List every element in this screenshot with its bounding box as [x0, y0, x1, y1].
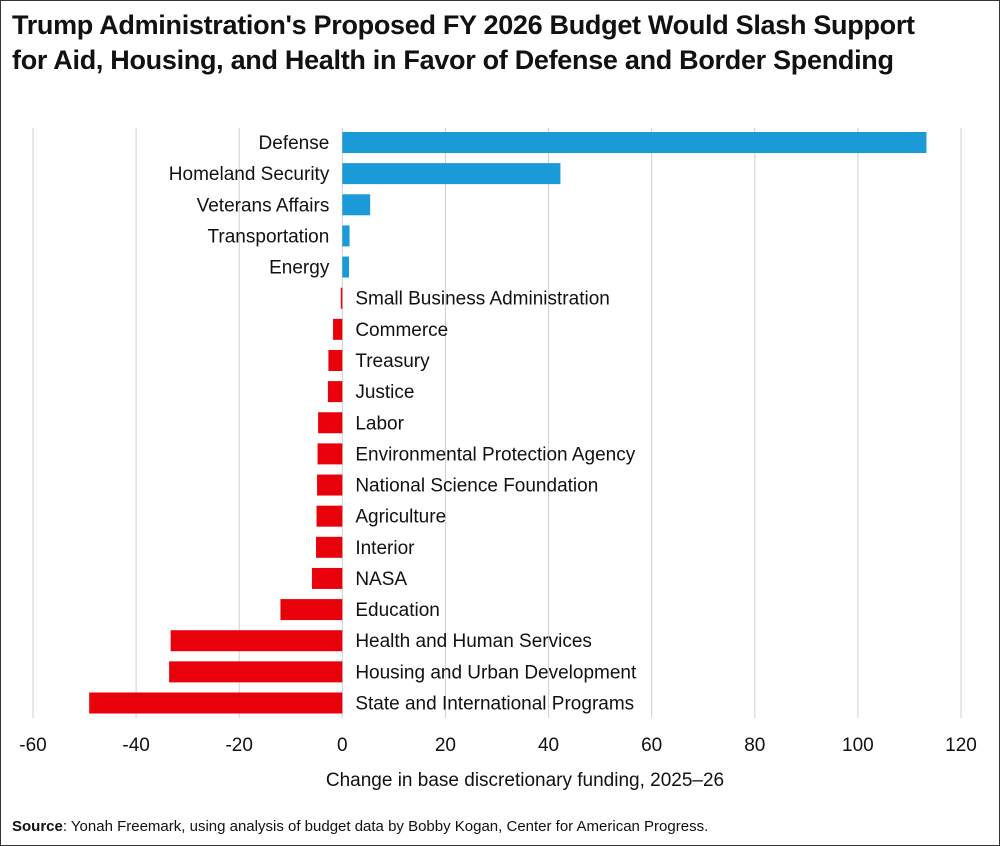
bar	[169, 661, 343, 683]
chart-title: Trump Administration's Proposed FY 2026 …	[12, 8, 982, 78]
bar	[333, 318, 343, 340]
category-label: Energy	[269, 258, 330, 279]
x-tick-label: 80	[744, 735, 765, 756]
category-label: Treasury	[355, 351, 430, 372]
bars	[89, 132, 927, 714]
source-text: : Yonah Freemark, using analysis of budg…	[62, 818, 709, 835]
category-label: Small Business Administration	[355, 289, 610, 310]
bar	[317, 443, 343, 465]
bar	[340, 287, 343, 309]
chart-title-line-1: Trump Administration's Proposed FY 2026 …	[12, 10, 915, 40]
bar	[342, 225, 350, 247]
category-label: Transportation	[208, 226, 330, 247]
category-label: State and International Programs	[355, 694, 634, 715]
category-label: Labor	[355, 413, 404, 434]
category-label: NASA	[355, 569, 407, 590]
bar	[311, 567, 343, 589]
bar	[342, 256, 350, 278]
x-axis-ticks: -60 -40 -20 0 20 40 60 80 100 120	[19, 735, 977, 756]
x-tick-label: 60	[641, 735, 662, 756]
bar	[328, 349, 343, 371]
category-label: Commerce	[355, 320, 448, 341]
chart-title-line-2: for Aid, Housing, and Health in Favor of…	[12, 45, 894, 75]
category-label: Homeland Security	[169, 164, 330, 185]
category-labels: Defense Homeland Security Veterans Affairs…	[169, 133, 637, 715]
bar	[318, 412, 343, 434]
x-tick-label: 40	[538, 735, 559, 756]
source-label: Source	[12, 818, 63, 835]
category-label: Health and Human Services	[355, 631, 592, 652]
bar	[342, 132, 927, 153]
x-tick-label: -60	[19, 735, 46, 756]
x-tick-label: 100	[842, 735, 874, 756]
x-tick-label: 120	[945, 735, 977, 756]
bar	[316, 536, 343, 558]
x-axis-label: Change in base discretionary funding, 20…	[326, 770, 724, 791]
gridlines	[32, 128, 962, 718]
bar	[342, 194, 371, 216]
category-label: Justice	[355, 382, 414, 403]
category-label: Agriculture	[355, 507, 446, 528]
bar	[327, 381, 343, 403]
category-label: Veterans Affairs	[197, 195, 330, 216]
category-label: Defense	[259, 133, 330, 154]
category-label: Housing and Urban Development	[355, 662, 637, 683]
bar	[170, 630, 343, 652]
bar	[316, 505, 343, 527]
x-tick-label: 20	[435, 735, 456, 756]
category-label: Interior	[355, 538, 415, 559]
bar	[342, 163, 561, 185]
bar	[317, 474, 343, 496]
bar	[89, 692, 343, 714]
x-tick-label: 0	[337, 735, 348, 756]
category-label: Education	[355, 600, 440, 621]
bar	[280, 599, 343, 621]
x-tick-label: -40	[122, 735, 149, 756]
category-label: Environmental Protection Agency	[355, 444, 635, 465]
x-tick-label: -20	[225, 735, 252, 756]
category-label: National Science Foundation	[355, 476, 598, 497]
source-note: Source: Yonah Freemark, using analysis o…	[12, 818, 708, 835]
